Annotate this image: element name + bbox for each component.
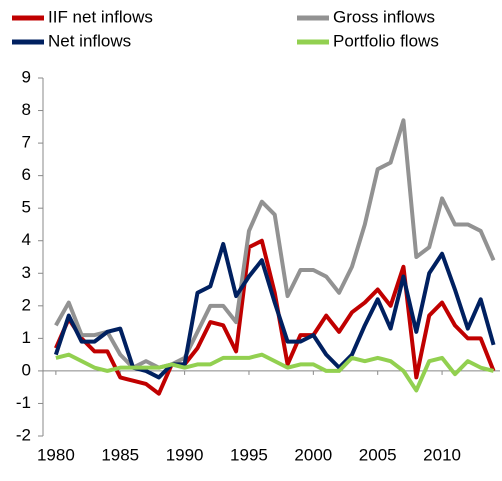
- x-tick-label: 1995: [230, 445, 268, 464]
- y-tick-label: -1: [16, 393, 31, 412]
- y-tick-label: -2: [16, 425, 31, 444]
- y-tick-label: 6: [22, 165, 31, 184]
- y-tick-label: 1: [22, 328, 31, 347]
- legend-label: Portfolio flows: [333, 31, 439, 50]
- x-tick-label: 1980: [37, 445, 75, 464]
- x-tick-label: 2000: [294, 445, 332, 464]
- y-tick-label: 0: [22, 360, 31, 379]
- x-tick-label: 1990: [166, 445, 204, 464]
- series-line: [55, 352, 495, 393]
- y-tick-label: 5: [22, 198, 31, 217]
- series-line: [54, 118, 496, 370]
- legend-label: IIF net inflows: [48, 7, 153, 26]
- x-tick-label: 2010: [423, 445, 461, 464]
- series-line: [53, 241, 496, 380]
- y-tick-label: 4: [22, 230, 31, 249]
- x-tick-label: 1985: [101, 445, 139, 464]
- x-tick-label: 2005: [359, 445, 397, 464]
- legend-label: Net inflows: [48, 31, 131, 50]
- y-tick-label: 7: [22, 133, 31, 152]
- y-tick-label: 2: [22, 295, 31, 314]
- y-tick-label: 8: [22, 100, 31, 119]
- y-tick-label: 3: [22, 263, 31, 282]
- series-line: [54, 238, 496, 396]
- legend-label: Gross inflows: [333, 7, 435, 26]
- y-tick-label: 9: [22, 67, 31, 86]
